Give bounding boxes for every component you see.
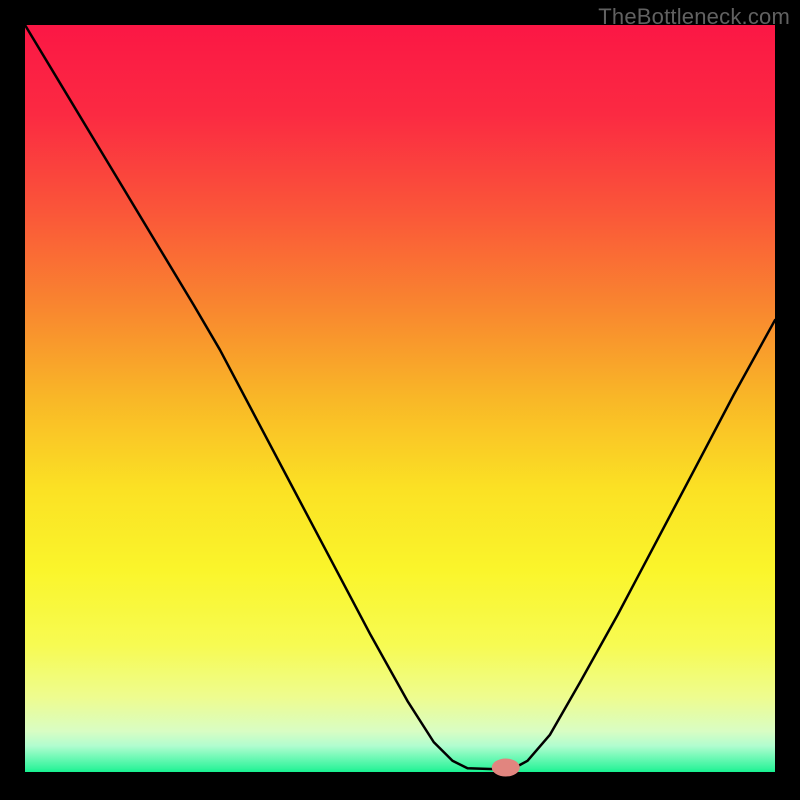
bottleneck-chart [0,0,800,800]
optimal-marker [492,759,520,777]
plot-gradient-background [25,25,775,772]
watermark-text: TheBottleneck.com [598,4,790,30]
